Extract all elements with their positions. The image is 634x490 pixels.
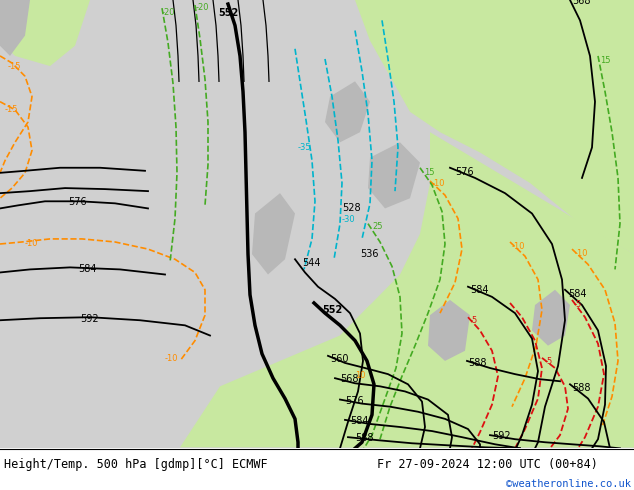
Text: -20: -20 [196,3,209,12]
Text: 568: 568 [572,0,590,6]
Text: 588: 588 [572,383,590,393]
Text: 552: 552 [218,8,238,18]
Text: 584: 584 [350,416,368,426]
Polygon shape [180,295,634,447]
Text: -15: -15 [5,105,18,114]
Text: -30: -30 [342,215,356,223]
Text: -10: -10 [165,354,179,363]
Text: 584: 584 [568,289,586,299]
Text: -10: -10 [575,249,588,258]
Text: Fr 27-09-2024 12:00 UTC (00+84): Fr 27-09-2024 12:00 UTC (00+84) [377,458,598,471]
Text: 15: 15 [600,56,611,65]
Text: 15: 15 [424,168,434,177]
Text: 576: 576 [345,395,364,406]
Text: -5: -5 [574,300,582,309]
Polygon shape [300,132,634,447]
Text: 528: 528 [342,203,361,214]
Text: 588: 588 [468,358,486,368]
Text: 568: 568 [340,374,358,384]
Text: ©weatheronline.co.uk: ©weatheronline.co.uk [506,479,631,489]
Polygon shape [0,0,30,56]
Text: -35: -35 [298,144,312,152]
Text: 10: 10 [355,371,365,380]
Text: 576: 576 [68,197,87,207]
Polygon shape [532,290,570,345]
Text: 560: 560 [330,354,349,364]
Polygon shape [368,142,420,208]
Text: 592: 592 [492,431,510,441]
Polygon shape [325,81,370,142]
Text: -10: -10 [432,179,446,188]
Text: Height/Temp. 500 hPa [gdmp][°C] ECMWF: Height/Temp. 500 hPa [gdmp][°C] ECMWF [4,458,268,471]
Text: -10: -10 [25,239,39,248]
Text: 584: 584 [78,265,96,274]
Text: 576: 576 [455,167,474,177]
Polygon shape [428,300,470,361]
Polygon shape [355,0,634,254]
Text: -10: -10 [512,242,526,251]
Text: 584: 584 [470,285,489,295]
Polygon shape [0,0,90,66]
Text: 536: 536 [360,249,378,259]
Text: 25: 25 [372,222,382,231]
Text: -20: -20 [162,8,176,17]
Text: 552: 552 [322,305,342,315]
Text: 588: 588 [355,433,373,443]
Polygon shape [252,193,295,274]
Text: 592: 592 [80,314,99,324]
Text: 544: 544 [302,258,321,269]
Text: -5: -5 [470,317,478,325]
Text: -5: -5 [545,357,553,366]
Text: -15: -15 [8,62,22,71]
